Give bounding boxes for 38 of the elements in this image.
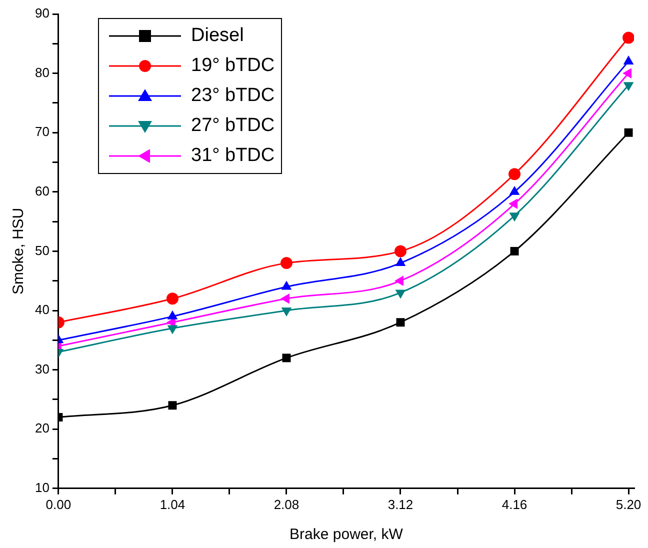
y-tick-label: 50 xyxy=(34,242,50,258)
y-tick-label: 30 xyxy=(34,361,50,376)
x-tick-label: 1.04 xyxy=(160,496,186,512)
point xyxy=(509,212,520,222)
legend-label: 27° bTDC xyxy=(191,115,275,137)
point xyxy=(508,198,518,209)
y-axis-title: Smoke, HSU xyxy=(10,208,28,295)
y-tick-label: 40 xyxy=(34,302,50,318)
point xyxy=(167,325,178,334)
point xyxy=(508,168,521,180)
y-tick-label: 60 xyxy=(34,183,50,198)
point xyxy=(622,32,634,44)
x-tick-label: 0.00 xyxy=(46,496,72,512)
x-tick-label: 5.20 xyxy=(616,496,642,512)
x-tick-label: 4.16 xyxy=(502,496,528,512)
point xyxy=(166,292,178,305)
point xyxy=(622,68,632,78)
legend-label: 19° bTDC xyxy=(191,55,275,77)
point xyxy=(282,354,291,362)
point xyxy=(280,257,292,270)
x-axis-title: Brake power, kW xyxy=(290,526,404,544)
point xyxy=(394,245,406,258)
x-tick-label: 2.08 xyxy=(274,496,300,512)
y-tick-label: 80 xyxy=(34,64,50,80)
point xyxy=(395,290,406,299)
y-tick-label: 90 xyxy=(34,6,50,21)
point xyxy=(624,128,633,137)
legend-label: Diesel xyxy=(191,25,244,47)
y-tick-label: 10 xyxy=(34,480,50,495)
y-tick-label: 70 xyxy=(34,124,50,140)
legend-label: 31° bTDC xyxy=(191,145,275,167)
point xyxy=(396,318,405,327)
point xyxy=(168,401,177,410)
point xyxy=(510,246,519,256)
point xyxy=(281,308,292,316)
y-tick-label: 20 xyxy=(34,420,50,436)
legend-label: 23° bTDC xyxy=(191,85,275,107)
x-tick-label: 3.12 xyxy=(388,496,414,512)
